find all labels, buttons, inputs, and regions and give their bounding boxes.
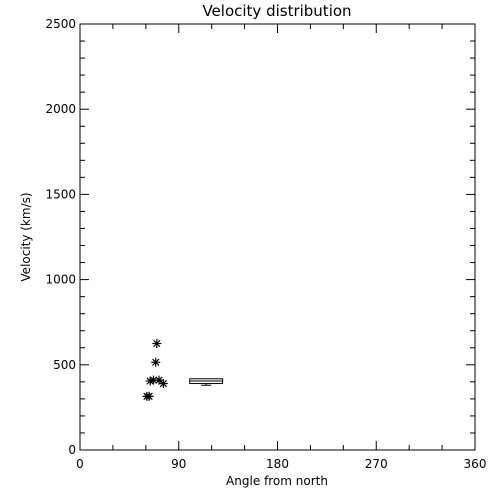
x-tick-label: 0	[76, 457, 84, 471]
y-tick-label: 0	[68, 443, 76, 457]
asterisk-point	[158, 379, 168, 389]
x-tick-label: 90	[171, 457, 186, 471]
asterisk-point	[144, 391, 154, 401]
x-tick-label: 180	[266, 457, 289, 471]
y-axis: 0 500 1000 1500 2000 2500	[45, 17, 475, 457]
y-tick-label: 1500	[45, 187, 76, 201]
y-tick-label: 2500	[45, 17, 76, 31]
x-tick-label: 270	[365, 457, 388, 471]
asterisk-point	[151, 357, 161, 367]
asterisk-point	[152, 339, 162, 348]
x-tick-label: 360	[464, 457, 487, 471]
asterisk-point	[154, 375, 164, 385]
data-marks	[142, 339, 224, 401]
y-tick-label: 1000	[45, 273, 76, 287]
x-axis: 0 90 180 270 360	[76, 24, 486, 471]
y-axis-title: Velocity (km/s)	[19, 192, 33, 281]
plot-frame	[79, 23, 476, 451]
y-tick-label: 2000	[45, 102, 76, 116]
y-tick-label: 500	[53, 358, 76, 372]
box-plot-mark	[189, 378, 224, 386]
x-axis-title: Angle from north	[226, 474, 328, 488]
chart-title: Velocity distribution	[202, 2, 351, 20]
